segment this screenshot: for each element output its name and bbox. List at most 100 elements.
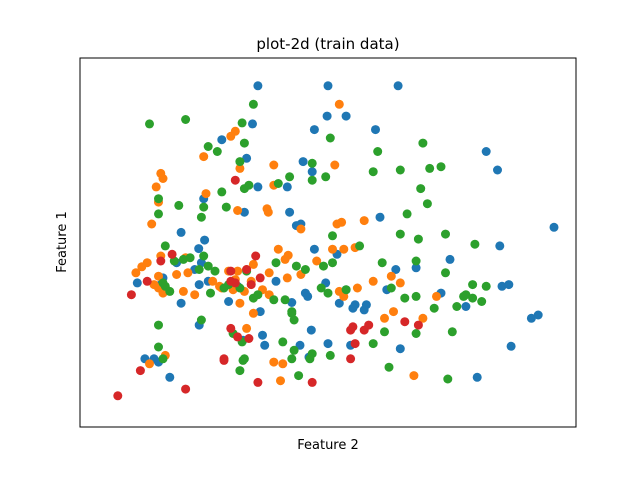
data-point [158,354,168,364]
data-point [432,291,441,301]
data-point [371,125,380,135]
data-point [294,371,304,381]
data-point [341,285,351,295]
data-point [154,271,163,281]
data-point [321,172,331,182]
data-point [328,244,337,254]
data-point [178,286,188,296]
data-point [348,303,358,313]
data-point [328,258,337,268]
data-point [497,281,507,291]
data-point [368,339,378,349]
data-point [233,332,243,342]
data-point [422,199,432,209]
data-point [481,147,491,156]
data-point [400,317,410,327]
data-point [263,207,273,217]
data-point [425,163,435,173]
data-point [224,297,234,306]
data-point [330,160,340,170]
data-point [199,251,209,261]
data-point [178,254,188,264]
data-point [296,224,306,234]
data-point [276,376,285,386]
data-point [181,384,191,394]
data-point [196,212,206,222]
data-point [350,339,360,349]
data-point [307,158,317,168]
data-point [309,125,319,135]
data-point [264,268,274,278]
data-point [156,256,166,266]
data-point [359,216,369,226]
data-point [282,182,292,192]
data-point [339,244,349,254]
data-point [226,276,236,286]
data-point [395,229,405,239]
data-point [506,341,516,351]
data-point [248,308,258,318]
data-point [269,357,279,367]
data-point [258,330,267,340]
data-point [154,194,163,204]
data-point [280,295,290,305]
data-point [303,291,313,301]
data-point [233,206,243,215]
data-point [346,354,356,364]
data-point [413,320,423,330]
data-point [418,138,428,148]
data-point [273,179,283,188]
data-point [323,81,333,91]
data-point [332,219,342,229]
data-point [154,342,163,352]
data-point [194,244,204,254]
data-point [282,273,292,283]
data-point [217,135,227,145]
data-point [242,265,252,274]
data-point [298,157,308,167]
data-point [459,291,469,301]
data-point [391,265,401,274]
data-point [309,244,319,254]
data-point [389,307,398,317]
data-point [212,147,222,156]
data-point [176,227,186,237]
data-point [242,323,252,333]
data-point [323,288,333,298]
data-point [287,354,297,364]
data-point [413,234,423,244]
data-point [203,261,213,271]
data-point [194,280,204,290]
data-point [380,327,389,337]
data-point [325,350,335,360]
data-point [165,286,175,296]
data-point [291,261,301,271]
data-point [411,263,421,273]
data-point [174,200,184,210]
data-point [481,281,491,291]
data-point [470,239,480,249]
data-point [368,167,378,177]
data-point [271,258,281,268]
data-point [549,222,559,232]
data-points [113,81,559,401]
data-point [285,207,295,217]
data-point [176,298,186,308]
data-point [248,99,258,109]
data-point [377,258,387,268]
x-axis-label: Feature 2 [297,438,359,453]
data-point [201,189,211,199]
data-point [235,366,245,376]
data-point [411,256,421,266]
data-point [359,305,369,315]
data-point [323,339,333,349]
data-point [196,315,206,325]
data-point [154,320,163,330]
data-point [158,174,168,183]
data-point [203,142,213,151]
data-point [295,340,305,350]
data-point [226,266,236,276]
data-point [287,308,297,318]
data-point [285,172,295,182]
data-point [253,182,263,192]
